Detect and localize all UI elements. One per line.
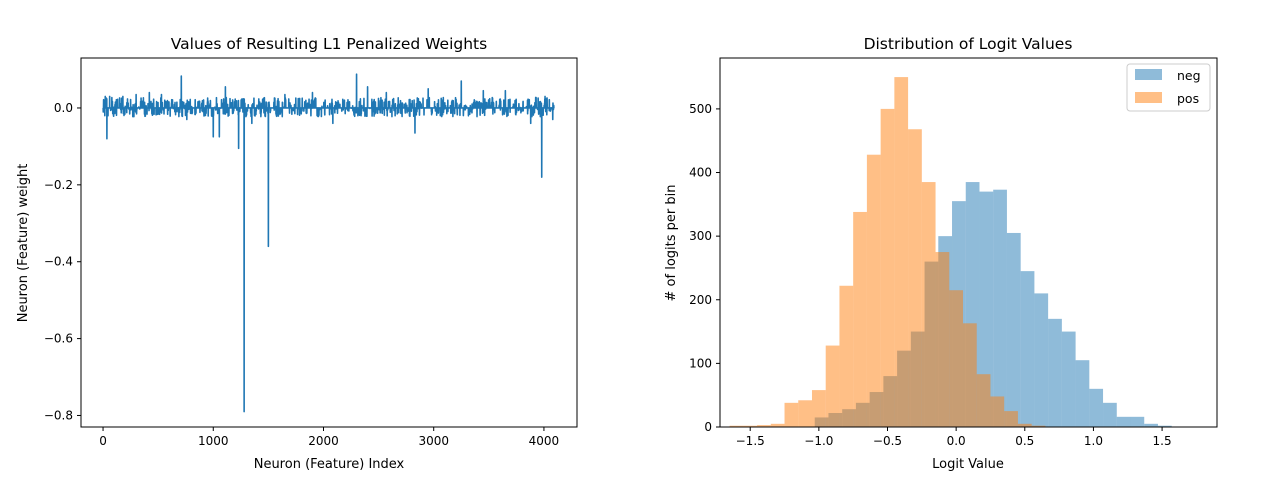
left-x-axis-label: Neuron (Feature) Index [254,457,405,472]
histogram-bar-neg [1144,423,1158,427]
left-chart-title: Values of Resulting L1 Penalized Weights [171,35,487,53]
right-y-tick-label: 300 [689,229,712,243]
left-x-tick-label: 1000 [198,434,229,448]
histogram-bar-pos [784,402,799,427]
histogram-bar-pos [894,77,909,427]
right-chart-title: Distribution of Logit Values [864,35,1073,53]
histogram-bar-neg [1157,425,1172,427]
legend-swatch-neg [1135,69,1162,80]
histogram-bar-pos [949,290,964,427]
logit-histogram-chart: Distribution of Logit Values Logit Value… [664,35,1218,472]
legend: neg pos [1126,63,1211,112]
histogram-bar-neg [1020,271,1035,427]
left-y-axis-label: Neuron (Feature) weight [16,164,31,323]
left-y-tick-label: −0.2 [44,178,73,192]
right-x-tick-label: 1.5 [1153,434,1172,448]
histogram-bar-pos [798,400,812,427]
right-x-tick-label: −1.5 [736,434,765,448]
left-x-tick-label: 3000 [418,434,449,448]
right-y-tick-label: 0 [704,420,712,434]
histogram-bar-pos [825,345,840,427]
right-plot-area: −1.5 −1.0 −0.5 0.0 0.5 1.0 1.5 0 100 200 300 400 500 [689,77,1172,448]
right-y-tick-label: 400 [689,166,712,180]
weights-line-series [102,73,556,413]
weights-line-chart: Values of Resulting L1 Penalized Weights… [16,35,578,472]
right-axes-frame [719,57,1218,428]
left-y-tick-label: 0.0 [54,101,73,115]
left-axes-frame [80,57,578,428]
histogram-bar-neg [1075,360,1090,427]
histogram-bar-pos [976,374,991,427]
left-y-tick-label: −0.6 [44,332,73,346]
left-x-tick-label: 0 [99,434,107,448]
histogram-bar-pos [866,154,881,428]
legend-label-neg: neg [1177,68,1201,83]
histogram-bar-pos [743,425,758,427]
right-x-tick-label: 0.5 [1015,434,1034,448]
histogram-bar-neg [1006,232,1021,427]
left-plot-area: 0 1000 2000 3000 4000 0.0 −0.2 −0.4 −0.6 −0.8 [44,73,560,448]
histogram-bar-pos [921,182,936,427]
right-y-tick-label: 100 [689,356,712,370]
right-x-tick-label: −1.0 [804,434,833,448]
histogram-bar-pos [1031,425,1046,427]
histogram-bar-neg [979,191,994,427]
histogram-bar-neg [1089,388,1104,427]
histogram-bar-pos [880,108,895,428]
histogram-bar-neg [1116,416,1131,427]
histogram-bar-pos [963,323,977,427]
histogram-bar-pos [935,252,950,427]
histogram-bar-pos [990,396,1005,427]
histogram-bar-neg [1034,293,1049,427]
left-x-tick-label: 2000 [308,434,339,448]
histogram-bar-pos [839,285,854,427]
histogram-bar-pos [729,425,744,427]
left-y-tick-label: −0.8 [44,408,73,422]
left-y-tick-label: −0.4 [44,255,73,269]
legend-swatch-pos [1135,92,1162,103]
histogram-bar-neg [1048,318,1062,427]
right-x-axis-label: Logit Value [932,457,1004,472]
histogram-bar-pos [908,129,922,427]
histogram-bar-pos [853,211,867,427]
histogram-bar-pos [1004,411,1018,427]
right-x-tick-label: −0.5 [873,434,902,448]
histogram-bar-pos [1017,423,1032,427]
right-x-tick-label: 0.0 [947,434,966,448]
histogram-bar-pos [757,425,771,427]
right-y-tick-label: 200 [689,293,712,307]
histogram-bar-neg [993,189,1007,427]
histogram-bar-neg [1103,402,1117,427]
right-x-tick-label: 1.0 [1084,434,1103,448]
right-y-axis-label: # of logits per bin [664,185,679,302]
left-x-tick-label: 4000 [529,434,560,448]
histogram-bar-neg [1061,331,1076,427]
histogram-bar-neg [1130,416,1145,427]
legend-label-pos: pos [1177,91,1199,106]
histogram-bar-pos [770,423,785,427]
right-y-tick-label: 500 [689,102,712,116]
histogram-bar-pos [811,390,826,427]
